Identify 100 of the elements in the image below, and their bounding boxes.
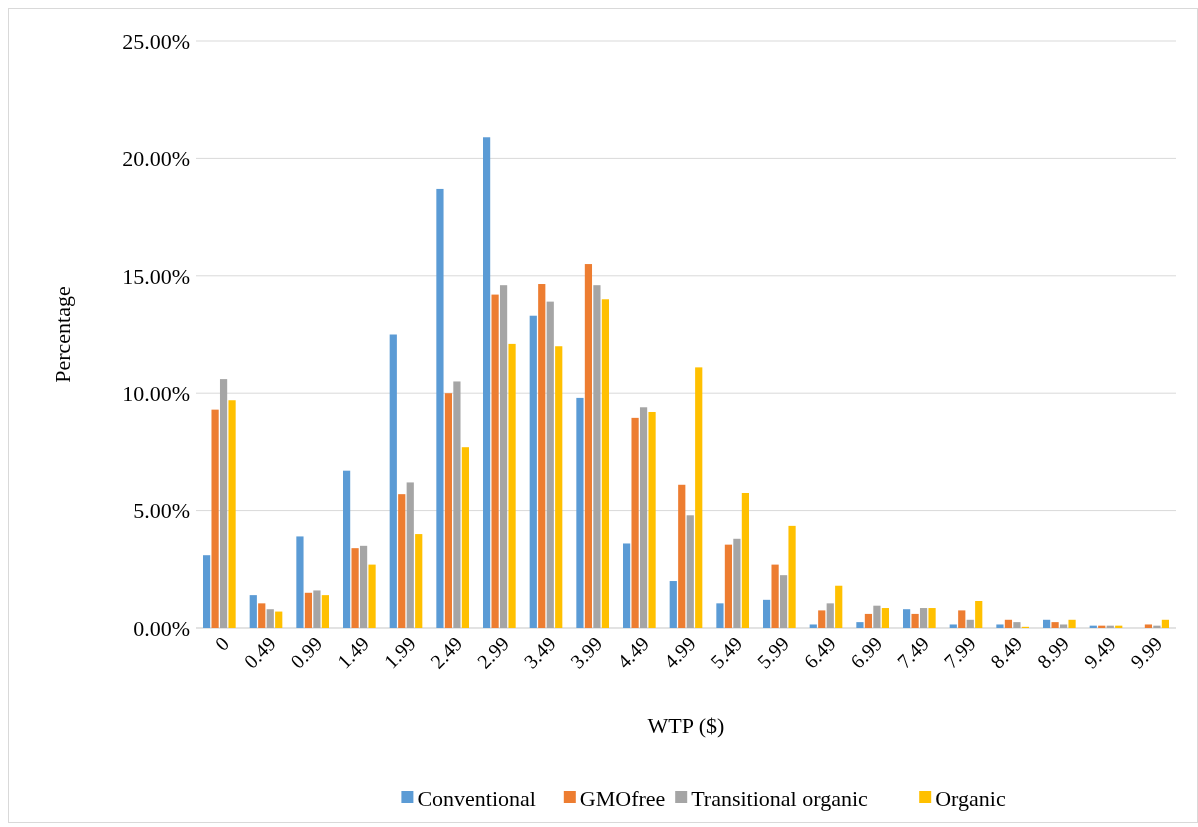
bar [529,315,537,628]
x-tick-label: 1.49 [332,632,374,673]
bar [415,534,423,628]
bar [1013,622,1021,628]
bar [686,515,694,628]
x-tick-label: 4.99 [659,632,700,673]
bar [499,285,508,628]
bar [368,564,376,628]
bar [733,538,741,628]
bar [1043,619,1051,628]
x-tick-label: 0.99 [286,632,327,673]
bar [406,482,414,628]
bar [546,301,554,628]
bar [343,470,351,628]
x-tick-label: 6.49 [799,632,840,673]
y-tick-label: 20.00% [122,146,190,172]
bar [436,188,444,628]
bar [211,409,219,628]
bar [313,590,321,628]
bar [678,484,686,628]
bar [389,334,397,628]
bar [881,608,889,628]
x-tick-label: 6.99 [846,632,887,673]
y-tick-label: 5.00% [133,498,190,524]
x-tick-label: 0 [210,632,234,655]
legend-label: Organic [935,785,1006,811]
bar [555,346,563,628]
legend-label: Conventional [417,785,536,811]
bar [584,264,593,628]
bar [351,548,359,628]
bar [398,494,406,628]
bar [623,543,631,628]
bar [864,613,873,628]
bar [508,343,516,628]
bar [219,379,228,628]
bar [919,608,928,628]
bar [258,603,266,628]
bar [461,447,469,628]
bar [483,137,491,628]
x-tick-label: 8.49 [986,632,1027,673]
bar [491,294,499,628]
y-tick-label: 0.00% [133,615,190,641]
bar [779,575,788,628]
bar [359,545,368,628]
bar [576,397,584,628]
bar [1051,622,1059,628]
legend-label: GMOfree [579,785,666,811]
bar [266,609,274,628]
x-tick-label: 2.49 [426,632,467,673]
bar [975,601,983,628]
bar [648,411,656,628]
bar [949,624,957,628]
bar [996,624,1004,628]
bar [958,610,966,628]
bar [903,609,911,628]
bar [818,610,826,628]
bar [631,417,639,628]
bar [601,299,609,628]
bar [249,595,257,628]
x-tick-label: 8.99 [1032,632,1074,673]
bar [835,585,843,628]
bar [639,407,648,628]
bar [593,285,601,628]
bar [275,611,283,628]
y-axis-title: Percentage [50,286,75,383]
bar [1153,625,1161,628]
y-tick-label: 15.00% [122,263,190,289]
bar [1161,619,1169,628]
bar [763,599,771,628]
x-tick-label: 7.99 [939,632,980,673]
bar [856,622,864,628]
bar [928,608,936,628]
bar [296,536,304,628]
x-tick-label: 3.49 [519,632,560,673]
bar [724,544,733,628]
bar [203,555,211,628]
x-tick-label: 3.99 [566,632,607,673]
legend-label: Transitional organic [691,785,869,811]
bar [304,592,313,628]
bar [911,613,919,628]
bar [1068,619,1076,628]
bar [669,581,677,628]
x-tick-label: 5.49 [706,632,747,673]
x-tick-label: 4.49 [612,632,654,673]
bar [444,393,453,628]
x-tick-label: 1.99 [379,632,420,673]
x-tick-label: 7.49 [892,632,934,673]
bar [716,603,724,628]
bar [228,400,236,628]
bar [873,605,881,628]
bar [1144,624,1153,628]
bar [1004,619,1013,628]
bar [771,564,779,628]
bar [788,525,796,628]
x-tick-label: 2.99 [472,632,514,673]
bar [321,595,329,628]
bar [453,381,461,628]
x-tick-label: 9.49 [1079,632,1120,673]
bar [695,367,703,628]
bar [1059,624,1068,628]
